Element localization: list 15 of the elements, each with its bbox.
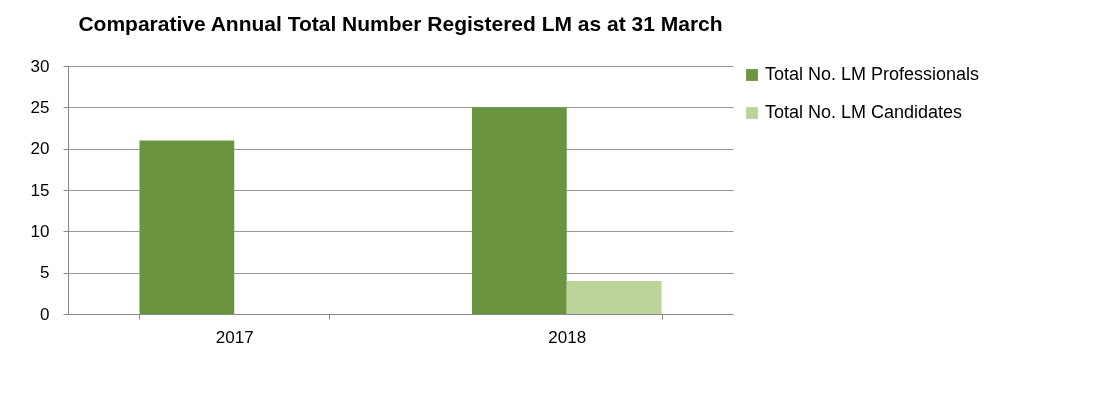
bar xyxy=(471,107,567,314)
bar xyxy=(139,140,235,314)
bar xyxy=(566,280,662,314)
legend-label: Total No. LM Professionals xyxy=(765,64,980,84)
x-tick-label: 2017 xyxy=(215,327,254,347)
x-tick-label: 2018 xyxy=(548,327,587,347)
y-tick-label: 10 xyxy=(30,221,50,241)
y-tick-label: 15 xyxy=(30,180,50,200)
y-tick-label: 20 xyxy=(30,139,50,159)
y-tick-label: 0 xyxy=(40,304,50,324)
legend-label: Total No. LM Candidates xyxy=(765,102,963,122)
y-tick-label: 30 xyxy=(30,56,50,76)
y-tick-label: 25 xyxy=(30,97,50,117)
y-tick-label: 5 xyxy=(40,263,50,283)
chart-title: Comparative Annual Total Number Registered LM as at 31 March xyxy=(78,12,723,35)
